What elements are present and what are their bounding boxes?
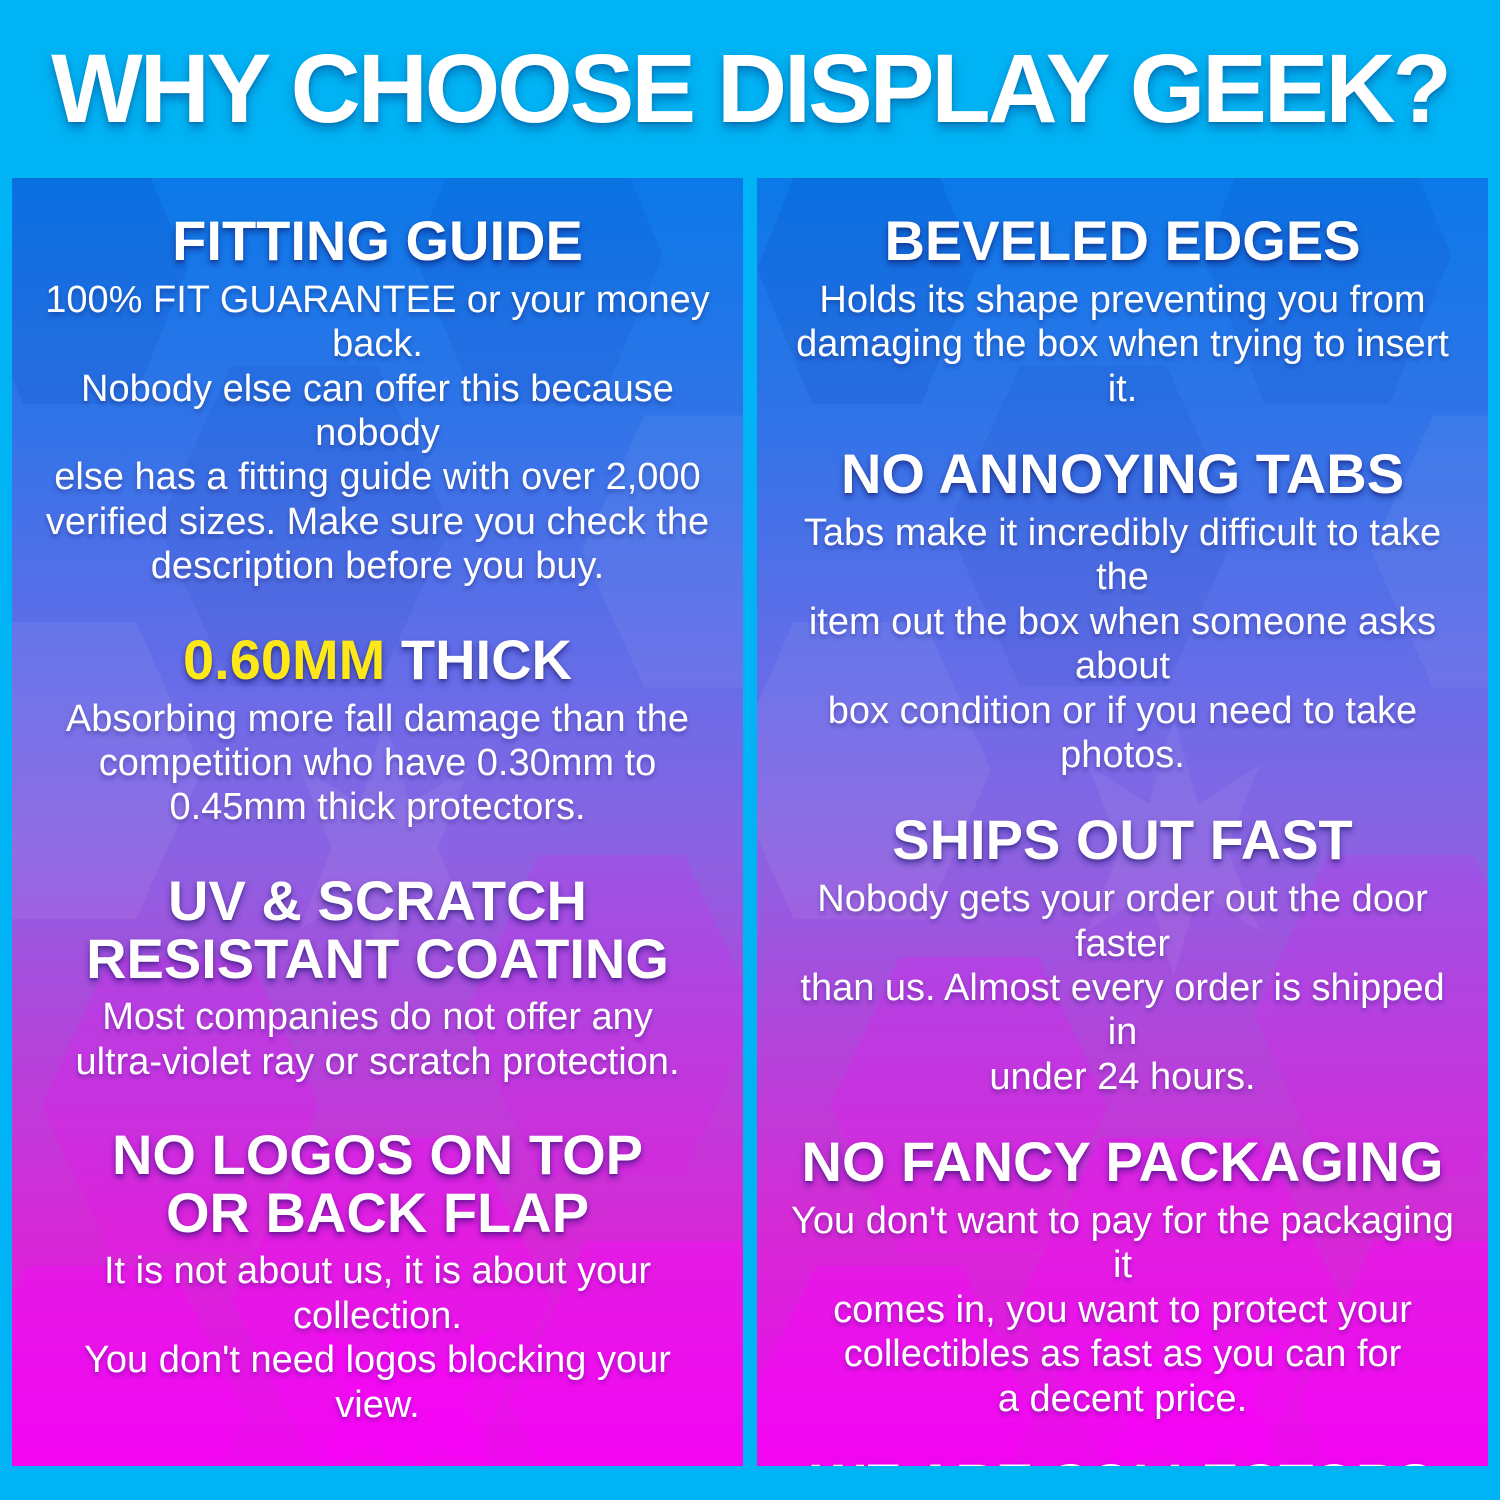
section-right-2: SHIPS OUT FAST Nobody gets your order out…: [783, 811, 1462, 1099]
section-right-0: BEVELED EDGES Holds its shape preventing …: [783, 212, 1462, 411]
page-header: WHY CHOOSE DISPLAY GEEK?: [0, 0, 1500, 178]
section-body: Holds its shape preventing you from dama…: [796, 278, 1449, 410]
section-body: Tabs make it incredibly difficult to tak…: [803, 511, 1442, 776]
section-body: You don't want to pay for the packaging …: [791, 1200, 1454, 1420]
section-heading: FITTING GUIDE: [172, 209, 583, 272]
section-heading: 0.60MM THICK: [38, 631, 717, 689]
right-panel: BEVELED EDGES Holds its shape preventing …: [757, 178, 1488, 1466]
section-right-3: NO FANCY PACKAGING You don't want to pay …: [783, 1133, 1462, 1421]
left-panel: FITTING GUIDE 100% FIT GUARANTEE or your …: [12, 178, 743, 1466]
left-panel-content: FITTING GUIDE 100% FIT GUARANTEE or your …: [12, 178, 743, 1466]
section-right-4: WE ARE COLLECTORS OURSELVESWe don't just…: [783, 1455, 1462, 1466]
section-heading: NO LOGOS ON TOP OR BACK FLAP: [111, 1123, 643, 1244]
section-heading: NO ANNOYING TABS: [840, 442, 1405, 506]
feature-columns: FITTING GUIDE 100% FIT GUARANTEE or your …: [12, 178, 1488, 1466]
page-title: WHY CHOOSE DISPLAY GEEK?: [51, 34, 1452, 143]
section-body: Most companies do not offer any ultra-vi…: [75, 996, 680, 1083]
section-left-3: NO LOGOS ON TOP OR BACK FLAP It is not ab…: [38, 1126, 717, 1427]
heading-text: THICK: [385, 627, 572, 691]
section-heading: BEVELED EDGES: [884, 209, 1361, 272]
section-body: It is not about us, it is about your col…: [84, 1250, 671, 1426]
section-body: Absorbing more fall damage than the comp…: [65, 697, 690, 829]
section-body: Nobody gets your order out the door fast…: [800, 878, 1445, 1098]
right-panel-content: BEVELED EDGES Holds its shape preventing …: [757, 178, 1488, 1466]
section-body: 100% FIT GUARANTEE or your money back. N…: [45, 278, 710, 588]
section-heading: WE ARE COLLECTORS OURSELVES: [783, 1455, 1462, 1466]
section-heading: SHIPS OUT FAST: [892, 808, 1353, 872]
section-left-1: 0.60MM THICK Absorbing more fall damage t…: [38, 631, 717, 830]
section-heading: NO FANCY PACKAGING: [801, 1130, 1444, 1194]
section-heading: UV & SCRATCH RESISTANT COATING: [86, 868, 669, 990]
heading-accent-text: 0.60MM: [183, 627, 386, 691]
section-left-2: UV & SCRATCH RESISTANT COATING Most compa…: [38, 868, 717, 1084]
section-right-1: NO ANNOYING TABS Tabs make it incredibly …: [783, 445, 1462, 777]
section-left-0: FITTING GUIDE 100% FIT GUARANTEE or your …: [38, 212, 717, 589]
